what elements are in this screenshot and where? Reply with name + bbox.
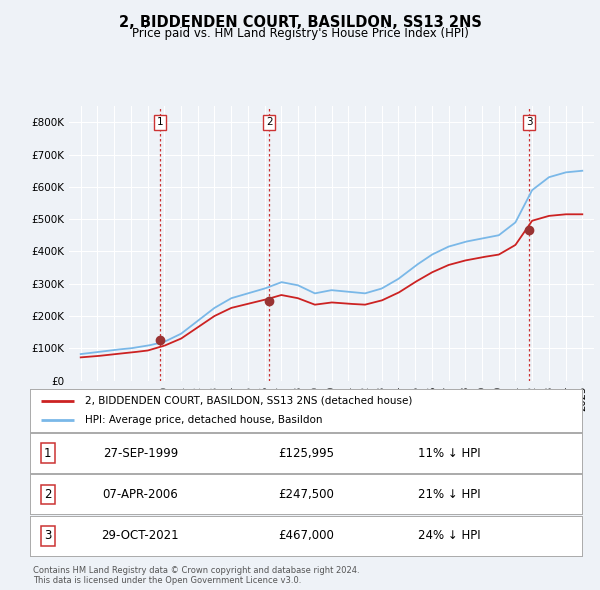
Text: 2: 2 <box>266 117 272 127</box>
Text: 29-OCT-2021: 29-OCT-2021 <box>101 529 179 542</box>
Text: 21% ↓ HPI: 21% ↓ HPI <box>418 488 481 501</box>
Text: 3: 3 <box>526 117 533 127</box>
Text: 2, BIDDENDEN COURT, BASILDON, SS13 2NS (detached house): 2, BIDDENDEN COURT, BASILDON, SS13 2NS (… <box>85 396 413 406</box>
Text: 2, BIDDENDEN COURT, BASILDON, SS13 2NS: 2, BIDDENDEN COURT, BASILDON, SS13 2NS <box>119 15 481 30</box>
Text: 1: 1 <box>157 117 163 127</box>
Text: £125,995: £125,995 <box>278 447 334 460</box>
Text: 3: 3 <box>44 529 52 542</box>
Text: 27-SEP-1999: 27-SEP-1999 <box>103 447 178 460</box>
Text: 11% ↓ HPI: 11% ↓ HPI <box>418 447 481 460</box>
Text: 07-APR-2006: 07-APR-2006 <box>103 488 178 501</box>
Text: 1: 1 <box>44 447 52 460</box>
Text: Price paid vs. HM Land Registry's House Price Index (HPI): Price paid vs. HM Land Registry's House … <box>131 27 469 40</box>
Text: Contains HM Land Registry data © Crown copyright and database right 2024.
This d: Contains HM Land Registry data © Crown c… <box>33 566 359 585</box>
Text: £247,500: £247,500 <box>278 488 334 501</box>
Text: HPI: Average price, detached house, Basildon: HPI: Average price, detached house, Basi… <box>85 415 323 425</box>
Text: 2: 2 <box>44 488 52 501</box>
Text: £467,000: £467,000 <box>278 529 334 542</box>
Text: 24% ↓ HPI: 24% ↓ HPI <box>418 529 481 542</box>
